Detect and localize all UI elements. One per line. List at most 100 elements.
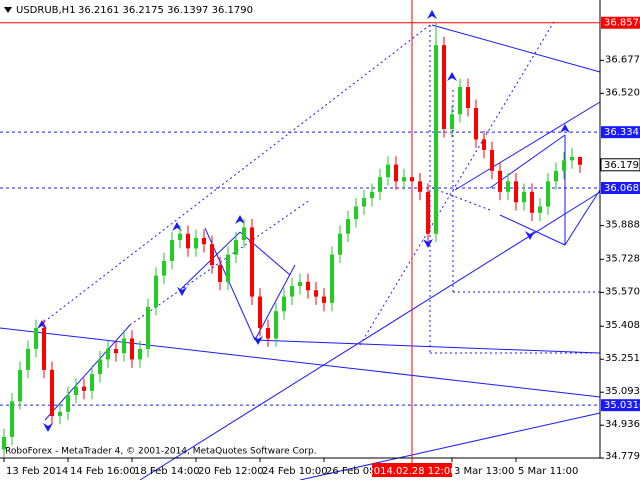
candle-body [410, 177, 414, 182]
x-tick-label: 26 Feb 08:00 [326, 466, 392, 477]
candle-body [2, 436, 6, 450]
candle-body [530, 191, 534, 213]
candle-body [378, 177, 382, 192]
level-label: 36.0682 [604, 183, 640, 194]
candle-body [114, 348, 118, 354]
y-tick-label: 35.7280 [605, 253, 640, 264]
candle-body [394, 164, 398, 182]
candle-body [554, 170, 558, 182]
price-box [600, 158, 640, 172]
candle-body [130, 338, 134, 360]
candle-body [314, 290, 318, 297]
candle-body [258, 296, 262, 328]
trendline [431, 187, 491, 211]
trendline [359, 19, 556, 346]
candle-body [234, 239, 238, 255]
trendline [129, 199, 311, 326]
candle-body [170, 239, 174, 261]
candle-body [266, 327, 270, 339]
vline-label: 2014.02.28 12:00 [367, 466, 456, 477]
candle-body [18, 369, 22, 402]
x-tick-label: 20 Feb 12:00 [198, 466, 264, 477]
candle-body [546, 181, 550, 207]
candle-body [386, 164, 390, 178]
trendline [39, 24, 431, 326]
fractal [427, 10, 437, 19]
candle-body [90, 374, 94, 391]
candle-body [98, 359, 102, 375]
trendline [139, 191, 601, 480]
candle-body [522, 191, 526, 203]
candle-body [42, 327, 46, 370]
candle-body [74, 386, 78, 396]
candle-body [322, 296, 326, 303]
candle-body [570, 157, 574, 161]
candle-body [306, 281, 310, 291]
level-box [601, 181, 640, 194]
candle-body [562, 160, 566, 171]
fractal [177, 287, 187, 296]
candle-body [178, 233, 182, 240]
candle-body [354, 206, 358, 220]
fractal [253, 336, 263, 345]
trendline [564, 217, 583, 246]
candle-body [418, 181, 422, 192]
x-tick-label: 18 Feb 14:00 [134, 466, 200, 477]
fractal [43, 423, 53, 432]
trendline [581, 189, 601, 219]
candle-body [450, 114, 454, 129]
candle-body [338, 233, 342, 255]
level-box [601, 126, 640, 139]
y-tick-label: 35.2510 [605, 353, 640, 364]
candle-body [402, 177, 406, 182]
footer: RoboForex - MetaTrader 4, © 2001-2014, M… [5, 447, 317, 457]
candle-body [282, 296, 286, 312]
trendline [239, 231, 291, 276]
fractal [423, 239, 433, 248]
candle-body [50, 369, 54, 416]
candle-body [138, 348, 142, 360]
y-tick-label: 35.0935 [605, 386, 640, 397]
fractal [560, 124, 570, 133]
candle-body [194, 237, 198, 249]
trendline [254, 339, 601, 354]
level-label: 36.3347 [604, 127, 640, 138]
candle-body [538, 206, 542, 213]
candle-body [82, 386, 86, 391]
level-label: 35.0316 [604, 400, 640, 411]
candle-body [10, 401, 14, 437]
candle-body [146, 307, 150, 349]
x-tick-label: 5 Mar 11:00 [518, 466, 578, 477]
level-label: 36.8570 [604, 18, 640, 29]
fractal [235, 215, 245, 224]
candle-body [442, 45, 446, 129]
x-tick-label: 3 Mar 13:00 [454, 466, 514, 477]
y-tick-label: 36.5200 [605, 87, 640, 98]
candle-body [290, 286, 294, 297]
y-tick-label: 35.5700 [605, 286, 640, 297]
candle-body [242, 227, 246, 240]
price-label: 36.1790 [604, 160, 640, 171]
candle-body [210, 244, 214, 266]
menu-icon[interactable] [4, 7, 12, 13]
vline-box [372, 463, 452, 477]
candle-body [466, 87, 470, 109]
trendline [489, 134, 566, 189]
x-tick-label: 13 Feb 2014 [6, 466, 68, 477]
y-tick-label: 34.9360 [605, 419, 640, 430]
x-tick-label: 24 Feb 10:00 [262, 466, 328, 477]
candle-body [202, 237, 206, 245]
candle-body [26, 348, 30, 370]
candle-body [226, 254, 230, 282]
candle-body [66, 395, 70, 412]
level-box [601, 16, 640, 29]
trendline [454, 101, 601, 191]
candle-body [490, 149, 494, 171]
candle-body [506, 181, 510, 192]
candle-body [218, 265, 222, 282]
candle-body [474, 108, 478, 140]
candle-body [514, 181, 518, 203]
trendline [0, 327, 601, 398]
candle-body [498, 170, 502, 192]
